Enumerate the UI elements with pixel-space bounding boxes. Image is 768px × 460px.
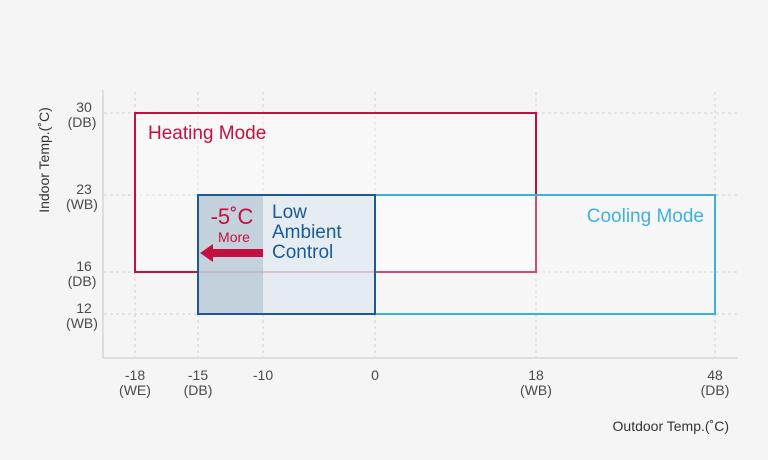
low-ambient-line-2: Ambient [272,222,342,243]
x-tick-sub--18: (WE) [119,382,151,398]
x-axis-tick-labels: -18(WE)-15(DB)-10 0 18(WB)48(DB) [119,367,729,398]
annotation-subtext: More [218,229,250,245]
x-tick--10: -10 [253,367,273,383]
y-tick-12: 12 [76,300,92,316]
y-axis-title: Indoor Temp.(˚C) [36,107,52,213]
x-tick-48: 48 [707,367,723,383]
y-tick-sub-23: (WB) [66,196,98,212]
x-tick-18: 18 [528,367,544,383]
x-axis-title: Outdoor Temp.(˚C) [613,418,729,434]
y-tick-sub-12: (WB) [66,315,98,331]
annotation-value: -5˚C [211,204,254,229]
y-axis-tick-labels: 30(DB)23(WB)16(DB)12(WB) [66,99,98,331]
y-tick-sub-30: (DB) [68,114,97,130]
y-tick-30: 30 [76,99,92,115]
y-tick-23: 23 [76,181,92,197]
heating-mode-label: Heating Mode [148,123,266,144]
x-tick-0: 0 [371,367,379,383]
cooling-mode-label: Cooling Mode [587,206,704,227]
low-ambient-line-3: Control [272,242,333,263]
x-tick--15: -15 [188,367,208,383]
x-tick-sub-48: (DB) [701,382,730,398]
x-tick--18: -18 [125,367,145,383]
arrow-left-icon [200,244,263,262]
x-tick-sub--15: (DB) [184,382,213,398]
low-ambient-control-label: Low Ambient Control [272,202,342,263]
y-tick-sub-16: (DB) [68,273,97,289]
x-tick-sub-18: (WB) [520,382,552,398]
y-tick-16: 16 [76,258,92,274]
low-ambient-line-1: Low [272,202,307,223]
